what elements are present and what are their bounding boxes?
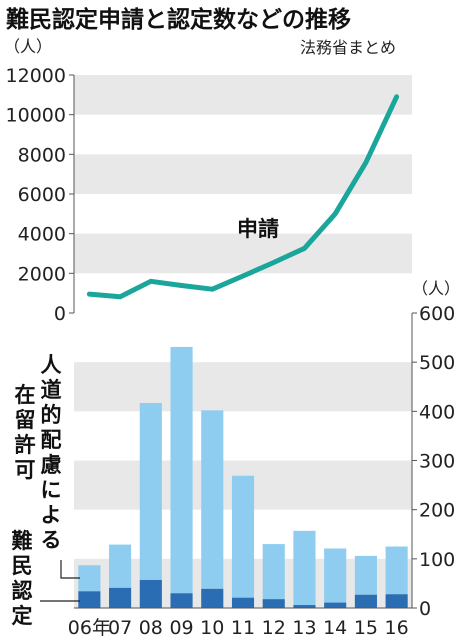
label-residence-char: 可 (15, 458, 36, 482)
x-tick-label: 15 (354, 617, 378, 639)
bar-humanitarian (201, 410, 224, 589)
bar-refugee (231, 597, 255, 608)
bar-refugee (201, 588, 224, 608)
x-tick-label: 13 (292, 617, 316, 639)
line-y-unit: （人） (4, 37, 52, 56)
label-humanitarian-char: 慮 (41, 453, 62, 477)
bar-y-tick-label: 100 (419, 549, 455, 571)
axes: 0 2000 4000 6000 8000 10000 12000 0 100 200 300 400… (6, 65, 456, 639)
line-y-tick-label: 6000 (18, 184, 66, 206)
line-y-tick-label: 4000 (18, 224, 66, 246)
bar-humanitarian (170, 346, 193, 594)
bar-y-tick-label: 400 (419, 401, 455, 423)
line-shinsei (86, 94, 400, 300)
label-humanitarian-char: 的 (41, 403, 62, 427)
line-y-tick-label: 8000 (18, 144, 66, 166)
bar-refugee (324, 602, 347, 608)
bar-y-unit: （人） (412, 279, 460, 298)
x-tick-label: 11 (231, 617, 255, 639)
label-refugee-char: 難 (12, 529, 33, 553)
bar-y-tick-label: 300 (419, 451, 455, 473)
label-humanitarian-char: 人 (41, 353, 62, 377)
bar-refugee (385, 594, 408, 608)
bar-humanitarian (324, 548, 347, 603)
label-humanitarian-char: 配 (41, 428, 62, 452)
bar-refugee (293, 605, 316, 608)
bar-y-tick-label: 500 (419, 352, 455, 374)
bar-humanitarian (385, 546, 408, 595)
bar-humanitarian (354, 555, 377, 595)
line-grid-band (74, 154, 412, 194)
bar-refugee (354, 594, 377, 608)
line-series (86, 94, 400, 300)
line-grid-band (74, 233, 412, 274)
label-humanitarian-char: よ (41, 503, 62, 527)
bar-refugee (139, 579, 162, 608)
x-tick-label: 10 (200, 617, 224, 639)
bar-humanitarian (109, 544, 132, 588)
x-tick-label: 06年 (68, 617, 111, 639)
label-residence-char: 許 (15, 433, 36, 457)
bar-humanitarian (139, 402, 162, 580)
bar-humanitarian (262, 544, 285, 600)
x-tick-label: 09 (169, 617, 193, 639)
bar-refugee (170, 593, 193, 608)
bar-refugee (78, 591, 101, 608)
label-refugee-char: 認 (12, 579, 33, 603)
leader-humanitarian (60, 560, 80, 579)
label-residence-char: 在 (15, 383, 36, 407)
x-tick-label: 07 (108, 617, 132, 639)
source-note: 法務省まとめ (300, 38, 396, 57)
line-y-tick-label: 10000 (6, 105, 66, 127)
x-tick-label: 14 (323, 617, 347, 639)
bar-y-tick-label: 0 (419, 598, 431, 620)
line-y-tick-label: 2000 (18, 263, 66, 285)
bar-y-tick-label: 600 (419, 303, 455, 325)
x-tick-label: 16 (385, 617, 409, 639)
label-humanitarian-char: に (41, 478, 62, 502)
bar-humanitarian (78, 565, 101, 592)
label-residence-char: 留 (15, 408, 36, 432)
bar-humanitarian (231, 475, 255, 598)
label-refugee-char: 民 (12, 554, 33, 578)
bar-refugee (262, 599, 285, 608)
label-refugee-char: 定 (12, 604, 33, 628)
bar-y-tick-label: 200 (419, 500, 455, 522)
label-humanitarian-char: る (41, 528, 62, 552)
x-tick-label: 08 (139, 617, 163, 639)
line-series-label: 申請 (237, 217, 279, 241)
line-y-tick-label: 12000 (6, 65, 66, 87)
bar-grid-band (74, 362, 412, 412)
x-tick-label: 12 (262, 617, 286, 639)
bar-refugee (109, 587, 132, 608)
chart-title: 難民認定申請と認定数などの推移 (6, 6, 351, 33)
line-grid-band (74, 75, 412, 115)
line-y-tick-label: 0 (54, 303, 66, 325)
bars (78, 346, 408, 608)
bar-humanitarian (293, 530, 316, 606)
label-humanitarian-char: 道 (41, 378, 62, 402)
